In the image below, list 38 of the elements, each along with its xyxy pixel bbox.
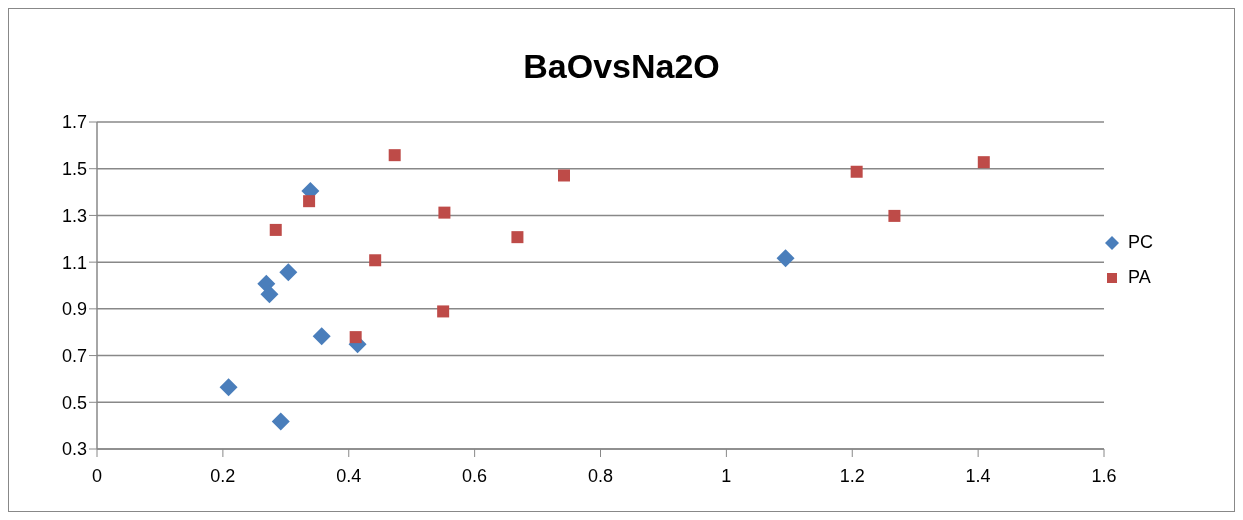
x-tick-label: 0.8 <box>587 465 614 486</box>
point <box>776 249 795 268</box>
x-tick-label: 0 <box>91 465 103 486</box>
y-tick-label: 0.9 <box>61 299 87 320</box>
point <box>369 254 382 267</box>
point <box>558 169 570 182</box>
point <box>511 231 524 244</box>
point <box>269 223 282 236</box>
point <box>271 412 290 431</box>
y-tick-label: 1.5 <box>61 159 87 180</box>
point <box>303 195 316 208</box>
y-tick-label: 1.3 <box>61 205 87 226</box>
x-tick-label: 0.2 <box>210 465 236 486</box>
y-tick-label: 0.5 <box>61 392 87 413</box>
x-tick-label: 0.6 <box>462 465 488 486</box>
point <box>888 209 901 222</box>
point <box>437 305 450 318</box>
point <box>977 156 990 169</box>
point <box>438 206 451 219</box>
point <box>349 331 362 344</box>
legend-label: PA <box>1128 267 1151 288</box>
x-tick-label: 1.6 <box>1091 465 1117 486</box>
x-tick-label: 1.4 <box>965 465 991 486</box>
x-tick-label: 1 <box>721 465 732 486</box>
y-tick-label: 1.7 <box>61 112 87 133</box>
legend-label: PC <box>1128 232 1154 253</box>
x-tick-label: 0.4 <box>336 465 362 486</box>
point <box>260 285 279 304</box>
chart-title: BaOvsNa2O <box>522 47 721 86</box>
point <box>850 165 863 178</box>
point <box>388 149 401 162</box>
y-tick-label: 0.3 <box>61 439 87 460</box>
point <box>312 327 331 346</box>
point <box>219 378 238 397</box>
x-tick-label: 1.2 <box>839 465 865 486</box>
y-tick-label: 1.1 <box>61 252 87 273</box>
y-tick-label: 0.7 <box>61 345 87 366</box>
point <box>279 263 298 282</box>
